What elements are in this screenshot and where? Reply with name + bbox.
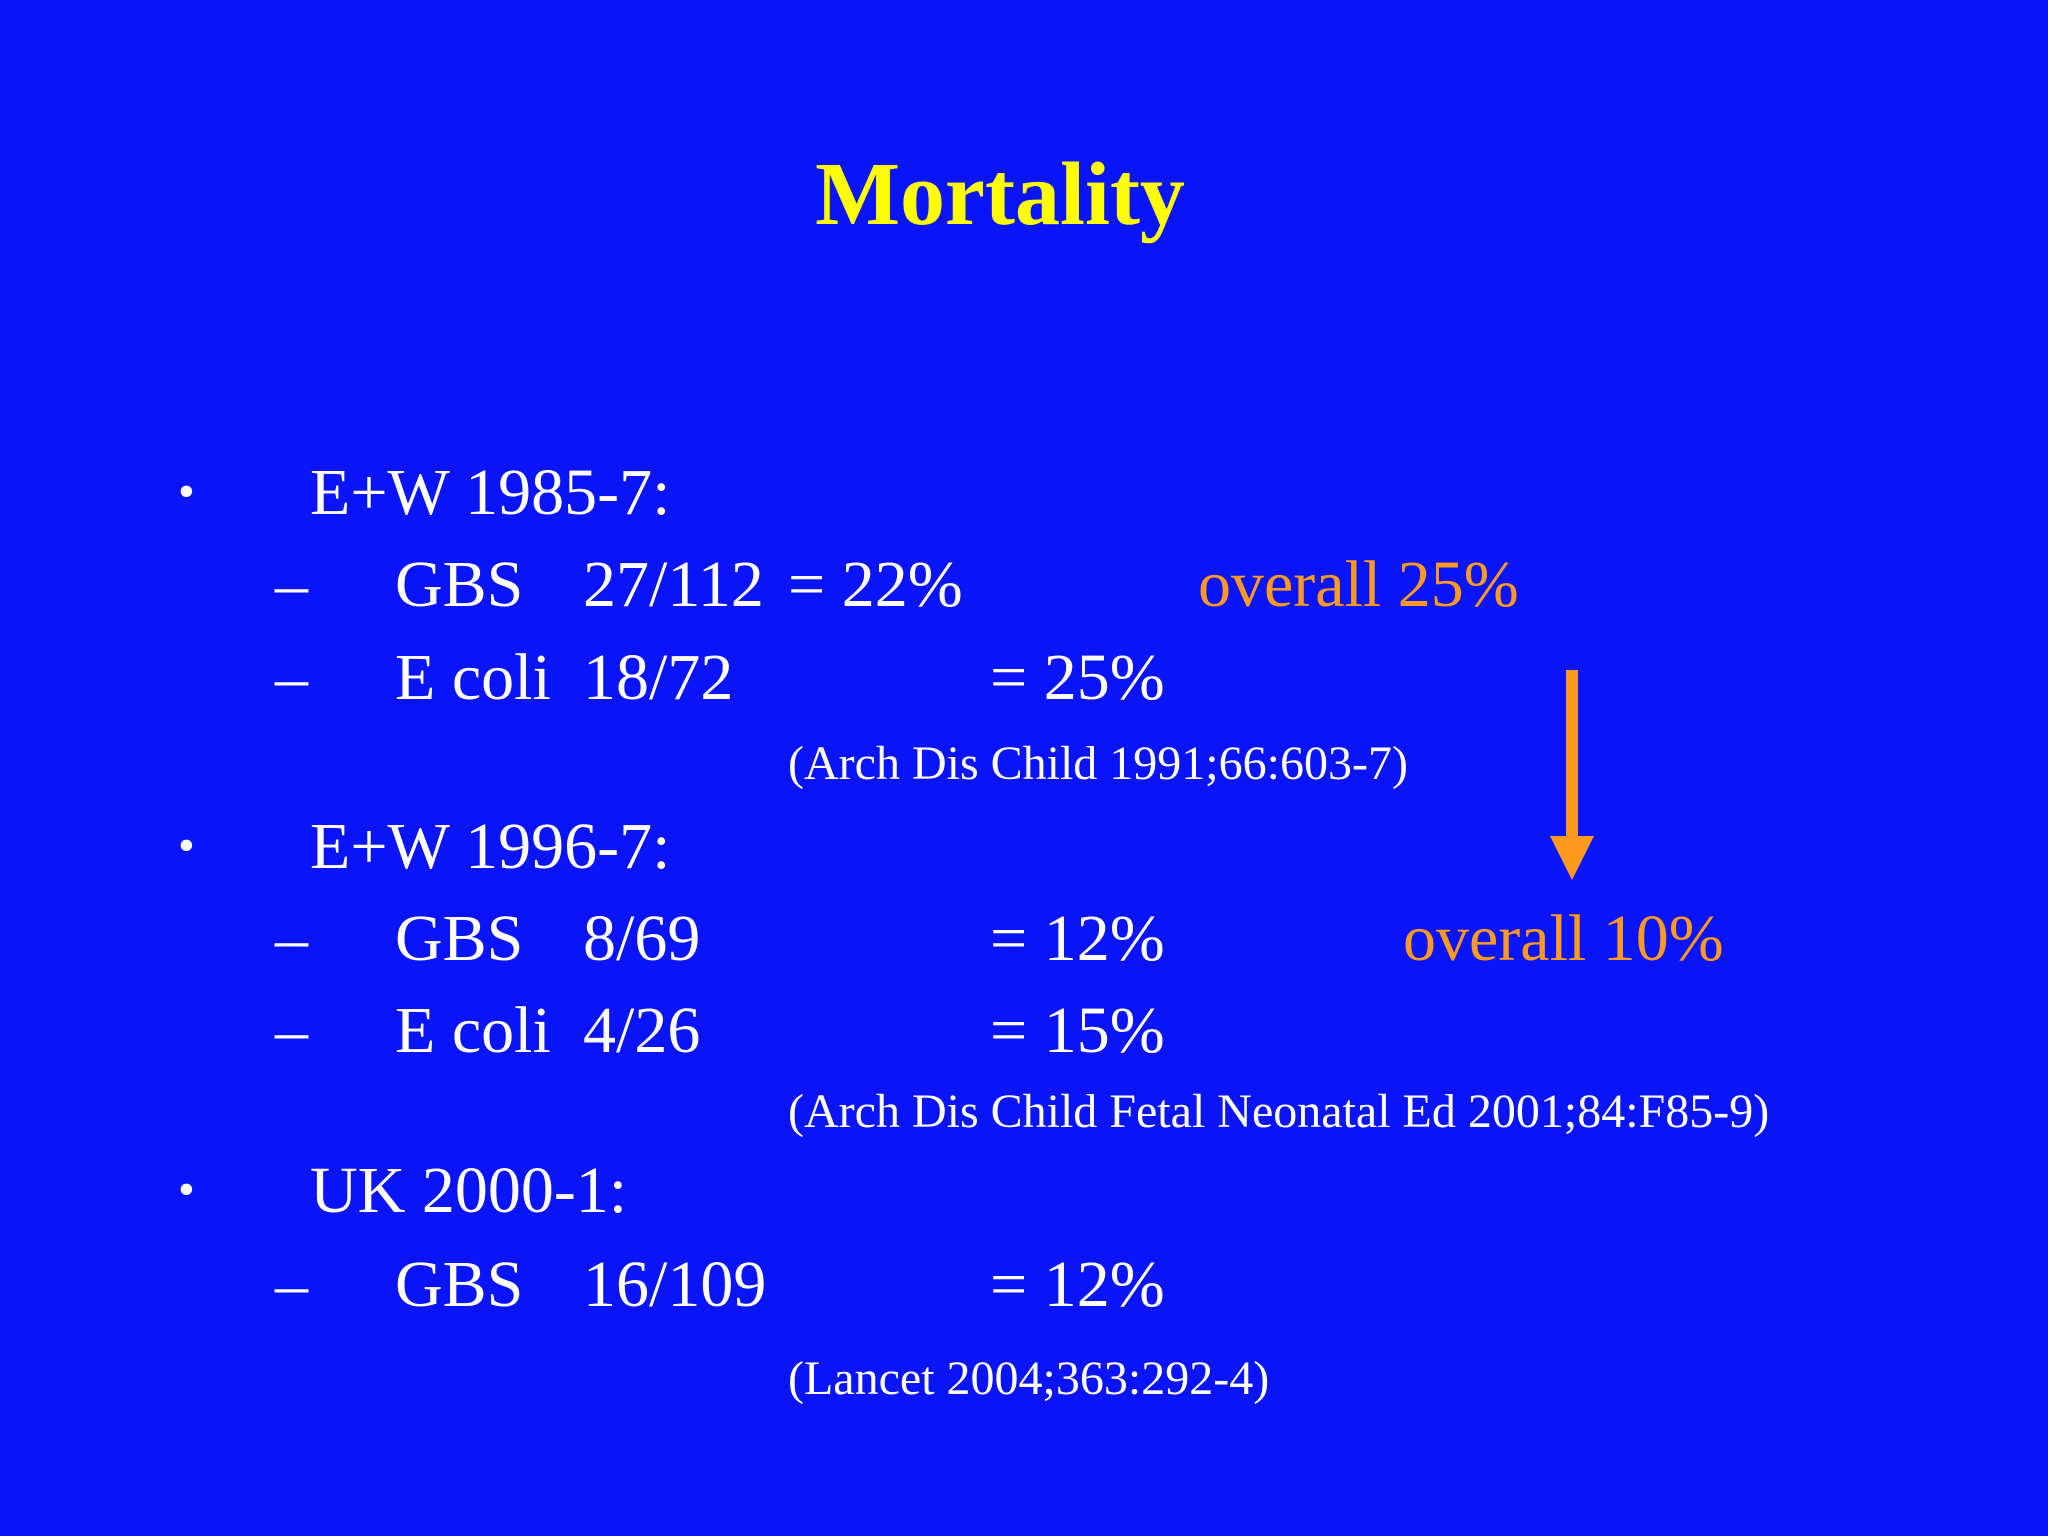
slide-title: Mortality — [815, 145, 1185, 244]
row-organism: E coli — [395, 994, 551, 1067]
row-organism: GBS — [395, 1248, 524, 1321]
section-heading: E+W 1996-7: — [310, 810, 671, 883]
row-organism: GBS — [395, 548, 524, 621]
overall-note: overall 25% — [1198, 548, 1519, 621]
reference-citation: (Arch Dis Child Fetal Neonatal Ed 2001;8… — [788, 1085, 1770, 1138]
row-ratio: 27/112 — [583, 548, 764, 621]
arrow-down-icon — [1550, 670, 1594, 880]
overall-note: overall 10% — [1403, 902, 1724, 975]
section-heading: UK 2000-1: — [310, 1154, 628, 1227]
row-ratio: 18/72 — [583, 641, 734, 714]
reference-citation: (Arch Dis Child 1991;66:603-7) — [788, 737, 1408, 790]
section-heading: E+W 1985-7: — [310, 456, 671, 529]
row-percent: = 12% — [990, 902, 1165, 975]
row-ratio: 16/109 — [583, 1248, 767, 1321]
row-percent: = 12% — [990, 1248, 1165, 1321]
bullet-icon: • — [178, 1163, 195, 1216]
row-organism: GBS — [395, 902, 524, 975]
row-percent: = 22% — [788, 548, 963, 621]
dash-icon: – — [275, 548, 308, 621]
dash-icon: – — [275, 994, 308, 1067]
row-ratio: 4/26 — [583, 994, 701, 1067]
bullet-icon: • — [178, 819, 195, 872]
dash-icon: – — [275, 641, 308, 714]
reference-citation: (Lancet 2004;363:292-4) — [788, 1352, 1270, 1405]
row-ratio: 8/69 — [583, 902, 701, 975]
row-percent: = 15% — [990, 994, 1165, 1067]
dash-icon: – — [275, 902, 308, 975]
row-percent: = 25% — [990, 641, 1165, 714]
row-organism: E coli — [395, 641, 551, 714]
bullet-icon: • — [178, 465, 195, 518]
dash-icon: – — [275, 1248, 308, 1321]
